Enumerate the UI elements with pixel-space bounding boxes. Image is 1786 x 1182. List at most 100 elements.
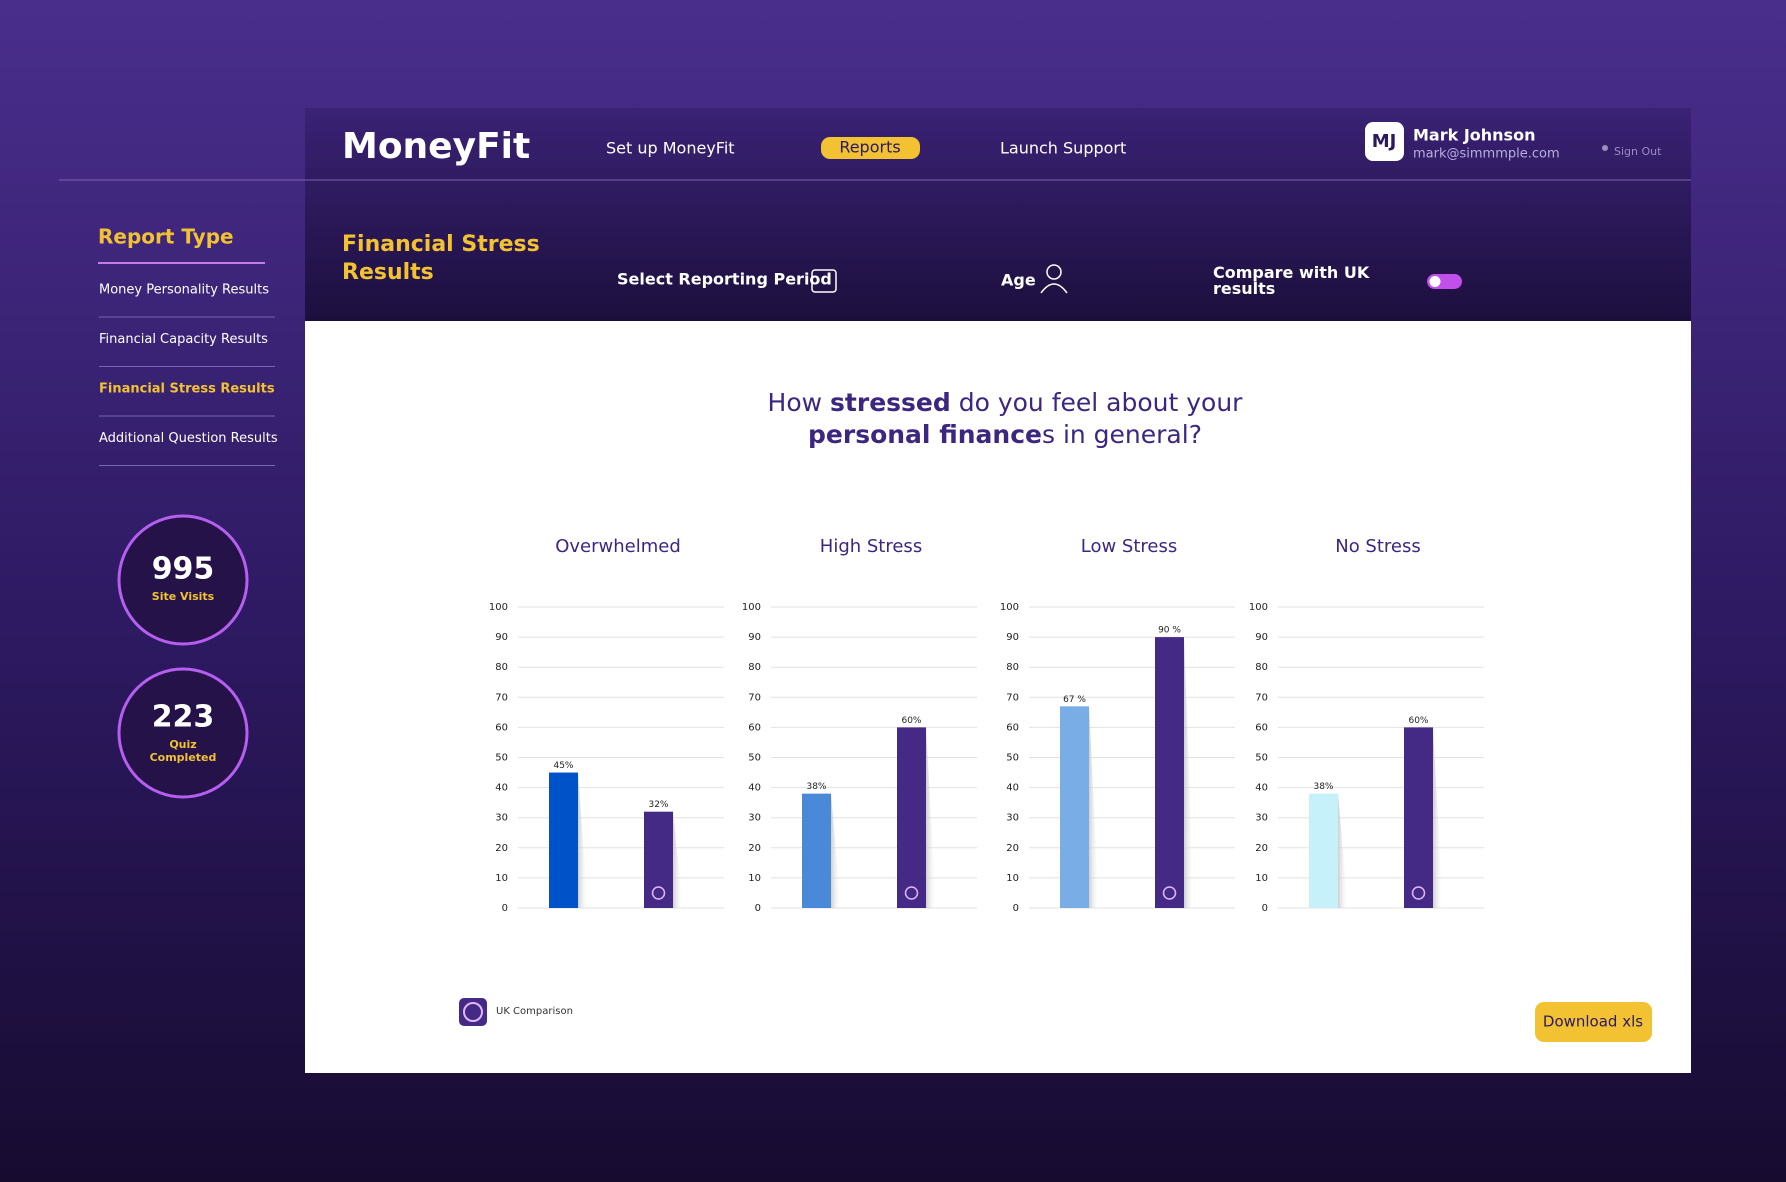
value-label: 60% [901,716,921,726]
stat-circle [117,667,249,799]
y-tick-label: 0 [755,903,761,914]
bar-shadow [578,772,588,908]
value-label: 32% [648,800,668,810]
bar-shadow [1184,637,1194,908]
sign-out-icon [1602,145,1608,151]
y-tick-label: 20 [1006,843,1019,854]
bar [1155,637,1184,908]
question-part: s in general? [1042,420,1202,449]
nav-link[interactable]: Launch Support [1000,139,1126,158]
bar [897,727,926,908]
download-label[interactable]: Download xls [1543,1013,1643,1031]
y-tick-label: 60 [495,722,508,733]
user-name: Mark Johnson [1413,126,1535,145]
age-filter[interactable]: Age [1001,271,1036,290]
y-tick-label: 50 [748,753,761,764]
y-tick-label: 40 [748,783,761,794]
filters-title-text: Financial Stress [342,232,540,257]
y-tick-label: 0 [502,903,508,914]
bar-shadow [673,811,683,908]
y-tick-label: 90 [495,632,508,643]
age-icon-body [1040,283,1068,294]
toggle-knob [1429,276,1441,287]
sidebar-item[interactable]: Financial Stress Results [99,382,275,397]
y-tick-label: 20 [495,843,508,854]
age-icon[interactable] [1046,264,1062,280]
nav-link[interactable]: Reports [839,138,900,157]
chart-title: No Stress [1335,536,1421,557]
question-line: How stressed do you feel about your [768,388,1244,417]
chart-title: Overwhelmed [555,536,681,557]
bar-shadow [926,727,936,908]
value-label: 90 % [1158,626,1181,636]
nav-link[interactable]: Set up MoneyFit [606,139,735,158]
legend-icon-flag [463,1002,483,1022]
y-tick-label: 100 [742,602,761,613]
period-filter[interactable]: Select Reporting Period [617,270,832,289]
download-button[interactable] [1535,1002,1652,1042]
y-tick-label: 100 [1000,602,1019,613]
y-tick-label: 80 [748,662,761,673]
text-line: Results [342,260,434,285]
y-tick-label: 100 [1249,602,1268,613]
y-tick-label: 50 [495,753,508,764]
y-tick-label: 10 [1006,873,1019,884]
y-tick-label: 40 [495,783,508,794]
y-tick-label: 10 [1255,873,1268,884]
y-tick-label: 60 [1006,722,1019,733]
calendar-icon[interactable] [811,269,837,293]
sign-out[interactable]: Sign Out [1614,145,1662,158]
nav-active-pill[interactable] [821,137,920,159]
avatar[interactable] [1365,122,1404,161]
y-tick-label: 100 [489,602,508,613]
legend-label: UK Comparison [496,1006,573,1017]
bar [1060,706,1089,908]
stat-circle [117,514,249,646]
sidebar-item[interactable]: Money Personality Results [99,283,269,298]
filters-title: Financial Stress Results [342,232,540,285]
y-tick-label: 80 [1255,662,1268,673]
question-emphasis: stressed [830,388,951,417]
y-tick-label: 20 [1255,843,1268,854]
compare-label: Compare with UK results [1213,263,1370,298]
stat-label-line: Completed [150,751,217,764]
logo[interactable]: MoneyFit [342,126,530,167]
y-tick-label: 20 [748,843,761,854]
y-tick-label: 50 [1255,753,1268,764]
y-tick-label: 70 [1006,692,1019,703]
avatar-initials: MJ [1372,131,1397,152]
question-part: How [768,388,831,417]
sidebar-item[interactable]: Financial Capacity Results [99,332,268,347]
y-tick-label: 70 [495,692,508,703]
bar [1404,727,1433,908]
y-tick-label: 70 [1255,692,1268,703]
bar-shadow [1433,727,1443,908]
question-emphasis: personal finance [808,420,1042,449]
bar-shadow [1338,793,1348,908]
user-email: mark@simmmple.com [1413,147,1560,162]
uk-flag-icon [1162,886,1177,900]
y-tick-label: 30 [495,813,508,824]
y-tick-label: 90 [1255,632,1268,643]
bar-shadow [831,793,841,908]
y-tick-label: 40 [1006,783,1019,794]
y-tick-label: 90 [1006,632,1019,643]
chart-title: Low Stress [1081,536,1178,557]
value-label: 60% [1408,716,1428,726]
y-tick-label: 0 [1013,903,1019,914]
bar [802,793,831,908]
y-tick-label: 60 [1255,722,1268,733]
sidebar-item[interactable]: Additional Question Results [99,431,278,446]
y-tick-label: 30 [1255,813,1268,824]
value-label: 45% [553,761,573,771]
bar [1309,793,1338,908]
value-label: 38% [1313,782,1333,792]
y-tick-label: 30 [748,813,761,824]
stat-label: Site Visits [152,590,215,603]
y-tick-label: 80 [1006,662,1019,673]
uk-flag-icon [904,886,919,900]
stat-label: Quiz Completed [150,738,217,764]
compare-text: Compare with UK [1213,263,1370,282]
